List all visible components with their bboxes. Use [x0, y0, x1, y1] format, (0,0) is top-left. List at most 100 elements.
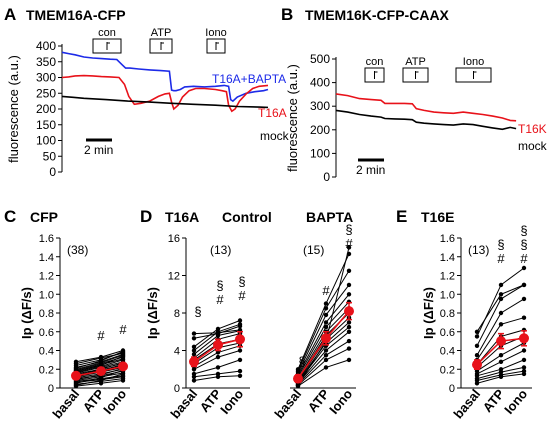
panel-d-title-control: Control — [222, 209, 272, 225]
panel-b-letter: B — [281, 5, 293, 24]
significance-marker: # — [520, 251, 528, 266]
y-tick-label: 1.6 — [440, 233, 455, 245]
y-tick-label: 1.0 — [39, 289, 54, 301]
cell-point — [191, 344, 197, 349]
series-line-t16k — [335, 93, 517, 122]
cell-point — [521, 296, 527, 302]
cell-point — [521, 357, 527, 363]
panel-d-title-t16a: T16A — [165, 209, 199, 225]
significance-marker: § — [194, 304, 201, 319]
significance-marker: # — [497, 251, 505, 266]
significance-marker: # — [322, 283, 330, 298]
y-tick-label: 300 — [36, 71, 56, 85]
cell-point — [474, 343, 480, 348]
cell-point — [498, 292, 504, 297]
series-line-mock — [61, 95, 269, 109]
mean-point — [344, 306, 354, 317]
panel-d-letter: D — [140, 207, 152, 226]
cell-point — [323, 312, 329, 318]
cell-point — [323, 324, 329, 330]
y-tick-label: 0.6 — [39, 327, 54, 339]
panel-d-title-bapta: BAPTA — [306, 209, 353, 225]
stimulus-label-atp: ATP — [151, 27, 172, 39]
x-tick-label-atp: ATP — [480, 386, 508, 415]
y-tick-label: 0.4 — [39, 346, 54, 358]
y-tick-label: 1.2 — [440, 271, 455, 283]
mean-point — [293, 373, 303, 384]
y-tick-label: 0 — [174, 383, 180, 395]
cell-point — [521, 348, 527, 353]
significance-marker: § — [298, 354, 305, 369]
y-tick-label: 150 — [36, 118, 56, 132]
significance-marker: § — [520, 223, 527, 238]
significance-marker: § — [216, 278, 223, 293]
cell-point — [237, 368, 243, 374]
x-tick-label-atp: ATP — [305, 386, 333, 415]
y-axis-label: fluorescence (a.u.) — [6, 55, 21, 163]
y-tick-label: 400 — [310, 76, 330, 90]
cell-point — [215, 365, 221, 370]
panel-c-title: CFP — [30, 209, 58, 225]
cell-point — [346, 338, 352, 344]
y-tick-label: 100 — [310, 146, 330, 160]
x-tick-label-iono: Iono — [217, 386, 246, 417]
cell-point — [498, 322, 504, 327]
y-tick-label: 300 — [310, 99, 330, 113]
significance-marker: § — [345, 222, 352, 237]
mean-point — [96, 366, 106, 377]
mean-point — [235, 334, 245, 345]
cell-point — [346, 292, 352, 297]
cell-point — [346, 268, 352, 273]
x-tick-label-iono: Iono — [100, 386, 129, 417]
cell-point — [498, 367, 504, 372]
panel-e-title: T16E — [421, 209, 454, 225]
cell-point — [498, 282, 504, 288]
y-tick-label: 500 — [310, 52, 330, 66]
cell-point — [237, 373, 243, 378]
cell-point — [346, 282, 352, 288]
y-tick-label: 0.8 — [39, 308, 54, 320]
cell-point — [98, 378, 104, 383]
cell-point — [498, 310, 504, 316]
cell-point — [521, 368, 527, 374]
y-tick-label: 400 — [36, 39, 56, 53]
legend-label-mock: mock — [518, 139, 548, 153]
cell-point — [323, 348, 329, 353]
legend-label-mock: mock — [260, 129, 290, 143]
y-tick-label: 0 — [323, 170, 330, 184]
y-tick-label: 200 — [36, 102, 56, 116]
cell-point — [521, 365, 527, 370]
chart-C: 00.20.40.60.81.01.21.41.6Ip (ΔF/s)basalA… — [19, 233, 130, 421]
panel-e-letter: E — [396, 207, 407, 226]
significance-marker: # — [119, 322, 127, 337]
cell-point — [191, 348, 197, 353]
cell-point — [215, 326, 221, 332]
cell-point — [191, 371, 197, 377]
y-tick-label: 1.2 — [39, 271, 54, 283]
stimulus-label-con: con — [366, 56, 384, 68]
cell-point — [474, 334, 480, 339]
significance-marker: § — [238, 274, 245, 289]
y-axis-label: fluorescence (a.u.) — [285, 64, 300, 172]
y-tick-label: 8 — [174, 308, 180, 320]
mean-point — [321, 333, 331, 344]
cell-point — [346, 346, 352, 351]
cell-point — [346, 329, 352, 334]
cell-point — [521, 315, 527, 320]
cell-point — [498, 353, 504, 358]
cell-point — [498, 359, 504, 364]
mean-point — [118, 361, 128, 372]
cell-point — [323, 320, 329, 325]
cell-point — [215, 354, 221, 360]
y-tick-label: 16 — [168, 233, 180, 245]
cell-point — [73, 359, 79, 364]
n-label: (13) — [210, 243, 231, 257]
cell-point — [323, 365, 329, 370]
y-tick-label: 50 — [43, 149, 57, 163]
y-tick-label: 0.4 — [440, 346, 455, 358]
legend-label-t16a: T16A — [258, 106, 287, 120]
y-tick-label: 0.6 — [440, 327, 455, 339]
cell-point — [237, 348, 243, 353]
stimulus-label-con: con — [98, 27, 116, 39]
